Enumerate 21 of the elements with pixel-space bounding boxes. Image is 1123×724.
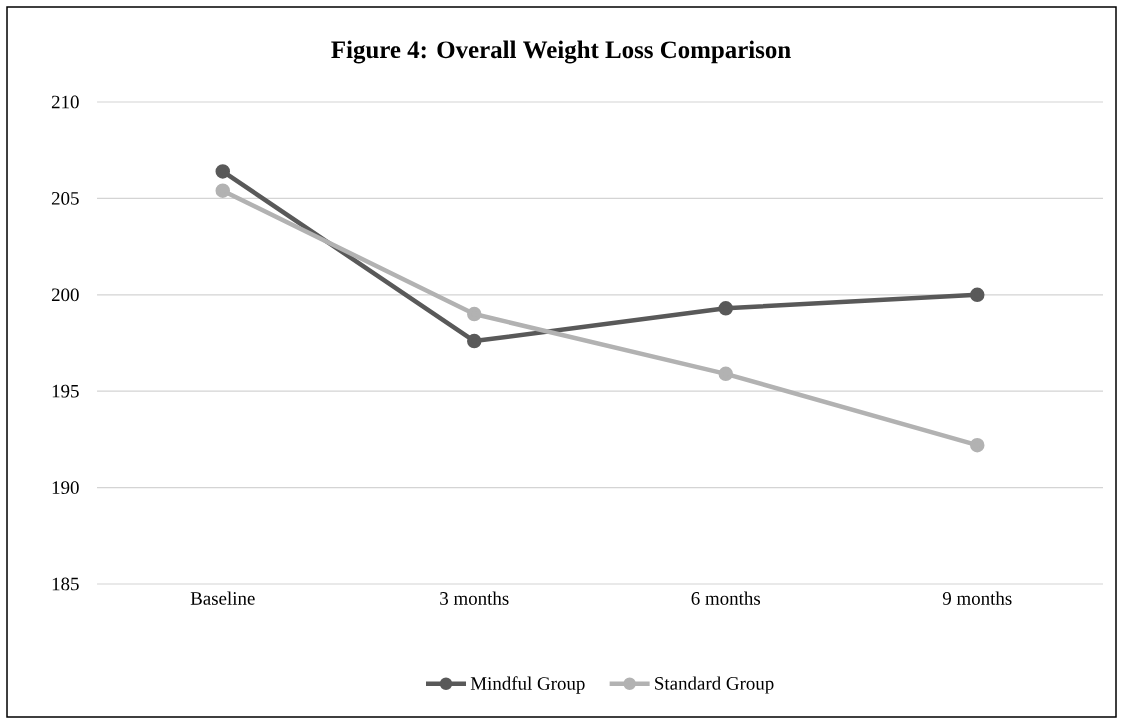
y-tick-label: 195 <box>52 384 79 398</box>
point <box>970 287 985 303</box>
legend-label: Mindful Group <box>470 676 585 694</box>
legend-label: Standard Group <box>655 676 774 694</box>
point <box>467 306 482 322</box>
x-tick-label: 9 months <box>942 591 1012 605</box>
y-tick-label: 205 <box>51 192 79 205</box>
y-tick-label: 185 <box>52 577 79 591</box>
point <box>970 437 985 453</box>
point <box>718 366 734 382</box>
y-tick-label: 210 <box>51 95 79 109</box>
x-tick-label: Baseline <box>190 591 255 605</box>
y-tick-label: 190 <box>52 481 79 494</box>
point <box>215 183 231 198</box>
chart-title: Figure 4: Overall Weight Loss Comparison <box>331 40 791 64</box>
point <box>467 333 482 349</box>
point <box>215 164 231 179</box>
x-tick-label: 6 months <box>691 591 761 605</box>
x-tick-label: 3 months <box>440 591 509 605</box>
point <box>718 301 734 316</box>
y-tick-label: 200 <box>51 288 79 302</box>
